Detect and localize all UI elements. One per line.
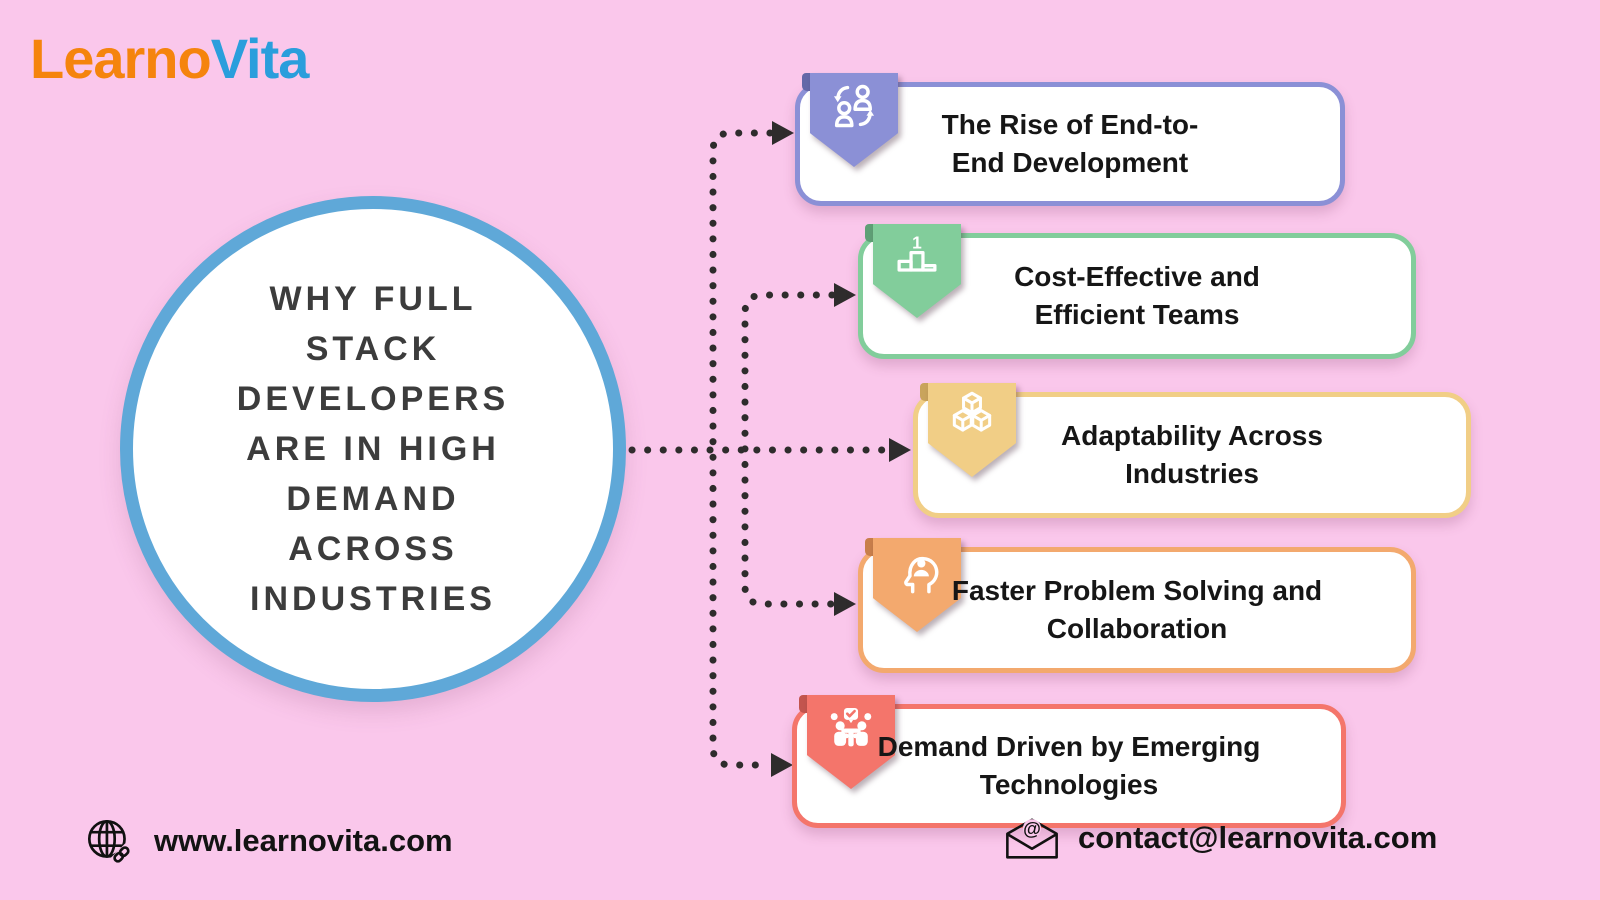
card-label-line: Efficient Teams [1034,299,1240,330]
main-topic-title: WHY FULL STACK DEVELOPERS ARE IN HIGH DE… [237,274,509,624]
title-line: WHY FULL [269,280,477,318]
svg-text:@: @ [1023,819,1041,839]
card-label-line: Collaboration [1046,613,1228,644]
card-label: The Rise of End-to- End Development [800,87,1340,201]
arrowhead-card1 [772,121,794,145]
badge [928,383,1016,477]
svg-text:1: 1 [912,232,922,252]
card-label-line: Faster Problem Solving and [951,575,1323,606]
email-address: contact@learnovita.com [1078,820,1438,855]
website-url: www.learnovita.com [154,823,453,858]
card-label: Cost-Effective and Efficient Teams [863,238,1411,354]
badge [810,73,898,167]
badge: 1 [873,224,961,318]
card-label: Demand Driven by Emerging Technologies [797,709,1341,823]
brand-logo-learno: Learno [30,27,212,90]
card-label: Adaptability Across Industries [918,397,1466,513]
card-label-line: End Development [951,147,1189,178]
card-label: Faster Problem Solving and Collaboration [863,552,1411,668]
arrowhead-card5 [771,753,793,777]
card-label-line: Industries [1125,458,1259,489]
reason-card-problem-solving: Faster Problem Solving and Collaboration [858,538,1416,673]
connector-branch-inner [741,291,836,608]
title-line: STACK [305,330,441,368]
people-swap-icon [833,84,875,128]
card-label-line: Cost-Effective and [1014,261,1260,292]
email-at-icon: @ [1006,818,1058,859]
arrowhead-card3 [889,438,911,462]
main-topic-circle: WHY FULL STACK DEVELOPERS ARE IN HIGH DE… [120,196,626,702]
footer-email: @ contact@learnovita.com [1002,812,1437,864]
globe-link-icon [87,819,133,866]
podium-first-place-icon: 1 [897,232,937,272]
reason-card-end-to-end: The Rise of End-to- End Development [795,73,1345,206]
card-label-line: The Rise of End-to- [941,109,1199,140]
badge [807,695,895,789]
reason-card-adaptability: Adaptability Across Industries [913,383,1471,518]
connector-branch-outer [709,129,774,769]
footer-website: www.learnovita.com [80,812,453,870]
card-label-line: Adaptability Across [1061,420,1323,451]
arrowhead-card2 [834,283,856,307]
title-line: ACROSS [288,530,458,568]
title-line: INDUSTRIES [250,580,496,618]
card-label-line: Technologies [979,769,1159,800]
title-line: DEMAND [286,480,460,518]
team-meeting-check-icon [830,707,872,747]
brand-logo-vita: Vita [210,27,310,90]
reason-card-cost-effective: 1 Cost-Effective and Efficient Teams [858,224,1416,359]
card-label-line: Demand Driven by Emerging [877,731,1261,762]
reason-card-emerging-tech: Demand Driven by Emerging Technologies [792,695,1346,828]
head-person-icon [904,557,939,594]
title-line: DEVELOPERS [236,380,510,418]
brand-logo: LearnoVita [30,26,310,91]
badge [873,538,961,632]
title-line: ARE IN HIGH [246,430,500,468]
arrowhead-card4 [834,592,856,616]
